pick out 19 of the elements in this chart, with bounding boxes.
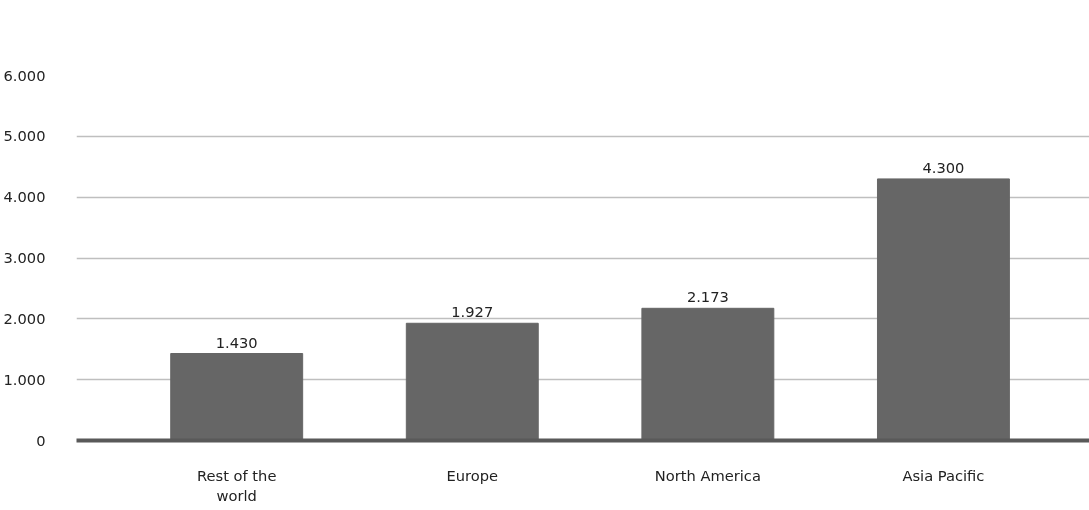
- x-tick-label: Europe: [446, 466, 499, 484]
- y-tick-label: 6.000: [3, 66, 46, 84]
- data-label: 1.927: [451, 303, 494, 321]
- bar: [876, 178, 1010, 441]
- bar: [170, 353, 304, 441]
- bar: [405, 322, 539, 441]
- data-label: 1.430: [215, 333, 258, 351]
- y-tick-label: 3.000: [3, 249, 46, 266]
- bar: [641, 307, 775, 441]
- x-tick-label: Rest of the world: [196, 466, 277, 504]
- x-tick-label: Asia Pacific: [902, 466, 985, 484]
- y-tick-label: 1.000: [3, 370, 46, 388]
- data-label: 2.173: [686, 288, 729, 306]
- x-tick-label: North America: [654, 466, 761, 484]
- data-label: 4.300: [922, 158, 965, 176]
- y-tick-label: 4.000: [3, 188, 46, 206]
- y-tick-label: 0: [36, 431, 46, 449]
- y-tick-label: 5.000: [3, 127, 46, 145]
- y-tick-label: 2.000: [3, 309, 46, 327]
